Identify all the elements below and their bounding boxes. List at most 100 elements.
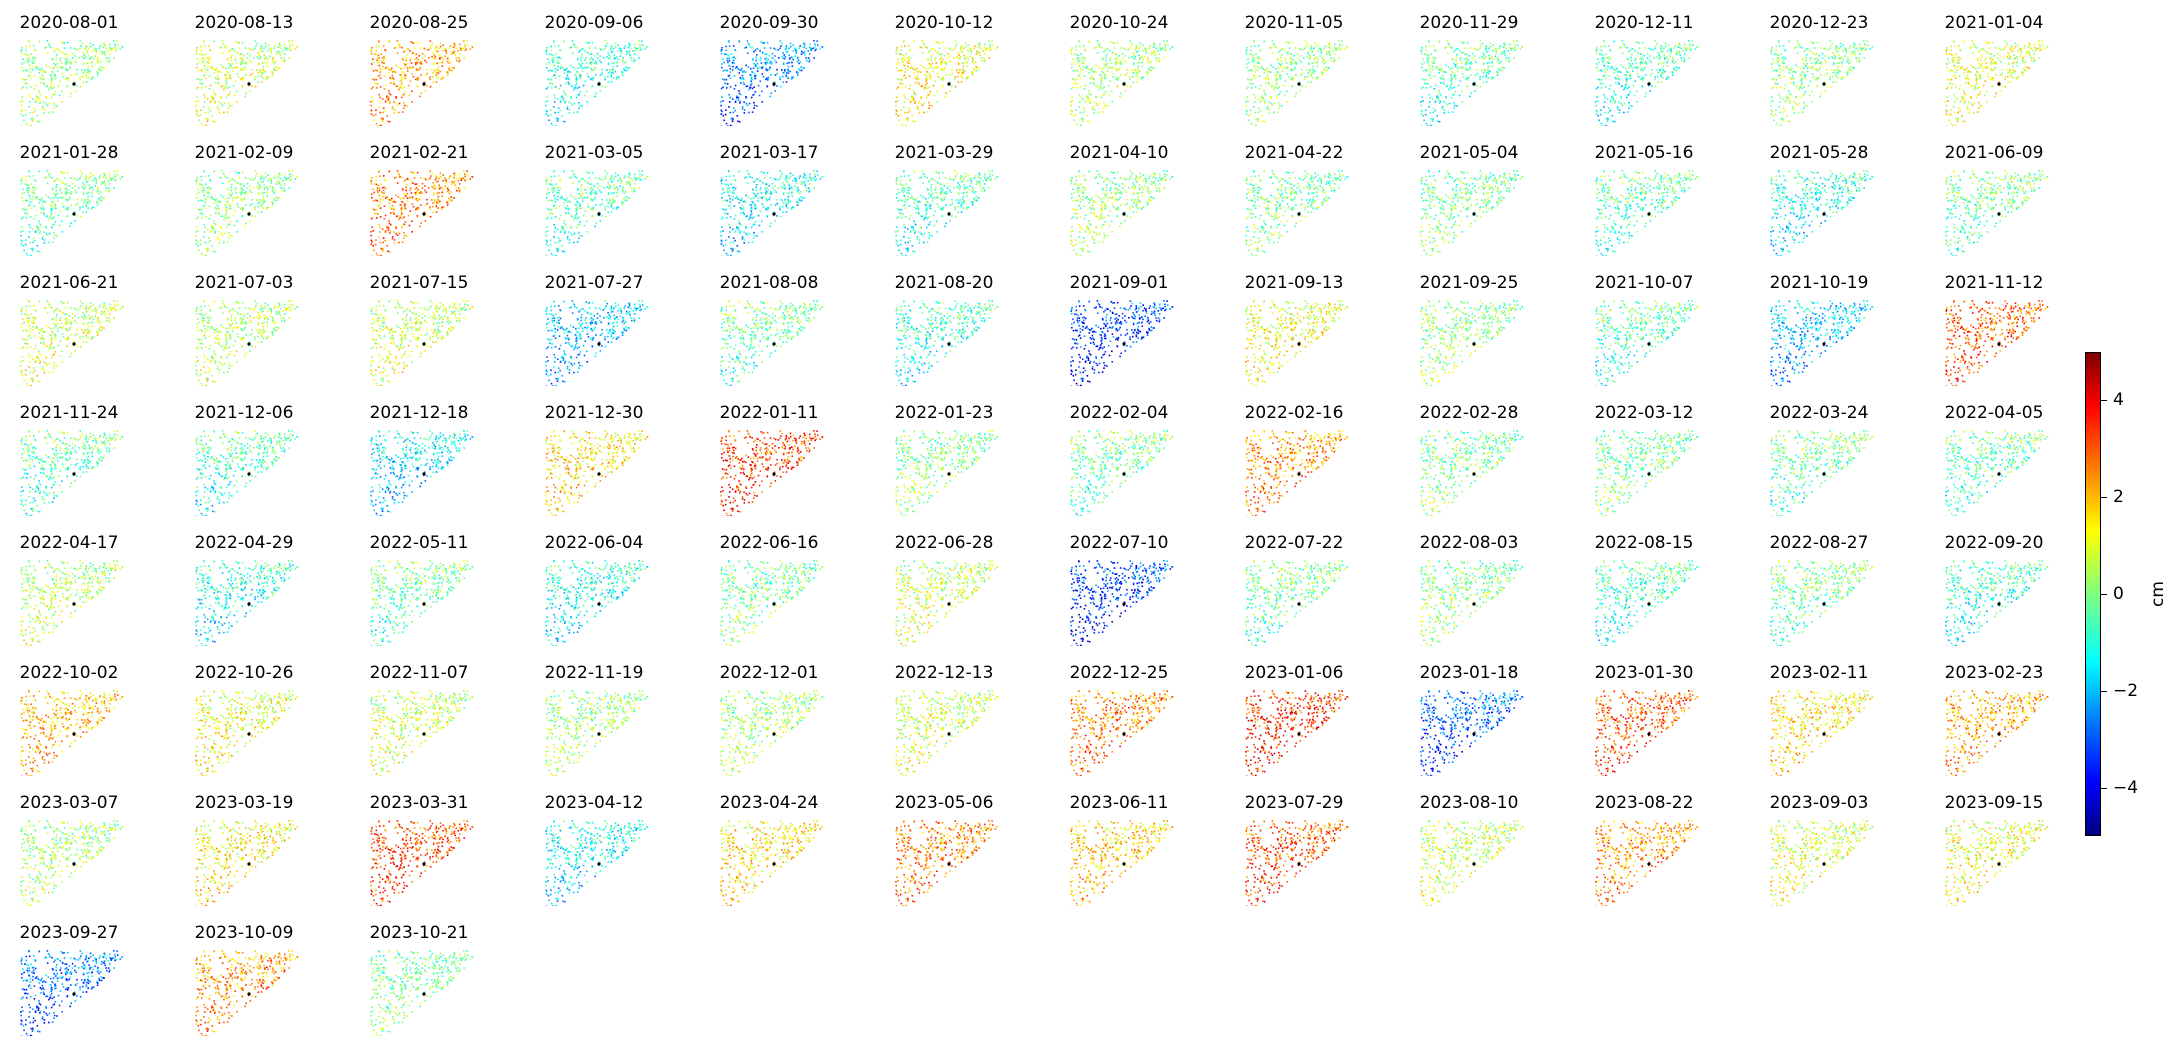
panel-title: 2022-09-20 xyxy=(1939,532,2049,554)
deformation-map xyxy=(1070,690,1174,776)
panel-2022-10-02: 2022-10-02 xyxy=(14,662,124,782)
colorbar-tick xyxy=(2101,594,2107,595)
deformation-map xyxy=(20,40,124,126)
panel-title: 2020-08-01 xyxy=(14,12,124,34)
panel-title: 2021-10-19 xyxy=(1764,272,1874,294)
deformation-map xyxy=(1245,40,1349,126)
deformation-map xyxy=(195,300,299,386)
deformation-map xyxy=(895,820,999,906)
panel-title: 2022-02-28 xyxy=(1414,402,1524,424)
panel-2021-02-21: 2021-02-21 xyxy=(364,142,474,262)
panel-2021-06-21: 2021-06-21 xyxy=(14,272,124,392)
deformation-map xyxy=(1420,560,1524,646)
deformation-map xyxy=(1245,820,1349,906)
panel-2022-05-11: 2022-05-11 xyxy=(364,532,474,652)
deformation-map xyxy=(370,560,474,646)
panel-title: 2023-10-21 xyxy=(364,922,474,944)
panel-title: 2022-06-28 xyxy=(889,532,999,554)
panel-2021-10-07: 2021-10-07 xyxy=(1589,272,1699,392)
panel-title: 2023-07-29 xyxy=(1239,792,1349,814)
deformation-map xyxy=(195,950,299,1036)
deformation-map xyxy=(1070,560,1174,646)
panel-2021-04-22: 2021-04-22 xyxy=(1239,142,1349,262)
panel-title: 2022-06-04 xyxy=(539,532,649,554)
panel-2022-01-11: 2022-01-11 xyxy=(714,402,824,522)
panel-2022-04-05: 2022-04-05 xyxy=(1939,402,2049,522)
deformation-map xyxy=(1245,170,1349,256)
panel-2023-04-12: 2023-04-12 xyxy=(539,792,649,912)
panel-2022-01-23: 2022-01-23 xyxy=(889,402,999,522)
panel-title: 2023-09-27 xyxy=(14,922,124,944)
panel-2023-01-06: 2023-01-06 xyxy=(1239,662,1349,782)
panel-2023-03-31: 2023-03-31 xyxy=(364,792,474,912)
panel-2023-03-07: 2023-03-07 xyxy=(14,792,124,912)
panel-2020-10-12: 2020-10-12 xyxy=(889,12,999,132)
panel-2021-02-09: 2021-02-09 xyxy=(189,142,299,262)
panel-2021-11-12: 2021-11-12 xyxy=(1939,272,2049,392)
panel-title: 2022-12-13 xyxy=(889,662,999,684)
deformation-map xyxy=(1945,430,2049,516)
deformation-map xyxy=(370,430,474,516)
deformation-map xyxy=(370,820,474,906)
panel-2022-11-19: 2022-11-19 xyxy=(539,662,649,782)
panel-2022-12-01: 2022-12-01 xyxy=(714,662,824,782)
deformation-map xyxy=(545,430,649,516)
panel-2023-02-11: 2023-02-11 xyxy=(1764,662,1874,782)
panel-2023-09-27: 2023-09-27 xyxy=(14,922,124,1042)
panel-title: 2022-03-12 xyxy=(1589,402,1699,424)
deformation-map xyxy=(20,300,124,386)
deformation-map xyxy=(895,170,999,256)
panel-title: 2020-12-23 xyxy=(1764,12,1874,34)
panel-2020-12-11: 2020-12-11 xyxy=(1589,12,1699,132)
panel-title: 2021-12-30 xyxy=(539,402,649,424)
panel-2023-09-15: 2023-09-15 xyxy=(1939,792,2049,912)
colorbar-tick xyxy=(2101,400,2107,402)
panel-2022-11-07: 2022-11-07 xyxy=(364,662,474,782)
panel-2022-03-24: 2022-03-24 xyxy=(1764,402,1874,522)
deformation-map xyxy=(720,820,824,906)
panel-2021-09-25: 2021-09-25 xyxy=(1414,272,1524,392)
panel-title: 2021-08-08 xyxy=(714,272,824,294)
panel-2020-09-06: 2020-09-06 xyxy=(539,12,649,132)
panel-title: 2023-02-11 xyxy=(1764,662,1874,684)
panel-title: 2022-01-11 xyxy=(714,402,824,424)
deformation-map xyxy=(895,40,999,126)
panel-title: 2022-08-15 xyxy=(1589,532,1699,554)
panel-title: 2021-05-16 xyxy=(1589,142,1699,164)
panel-2021-12-06: 2021-12-06 xyxy=(189,402,299,522)
panel-title: 2022-05-11 xyxy=(364,532,474,554)
panel-title: 2021-05-28 xyxy=(1764,142,1874,164)
deformation-map xyxy=(1070,40,1174,126)
panel-title: 2021-01-04 xyxy=(1939,12,2049,34)
panel-title: 2021-01-28 xyxy=(14,142,124,164)
panel-title: 2023-03-19 xyxy=(189,792,299,814)
panel-2022-04-29: 2022-04-29 xyxy=(189,532,299,652)
panel-2022-04-17: 2022-04-17 xyxy=(14,532,124,652)
deformation-map xyxy=(370,170,474,256)
deformation-map xyxy=(1595,560,1699,646)
panel-2021-03-29: 2021-03-29 xyxy=(889,142,999,262)
deformation-map xyxy=(1420,170,1524,256)
deformation-map xyxy=(545,170,649,256)
panel-2023-02-23: 2023-02-23 xyxy=(1939,662,2049,782)
deformation-map xyxy=(545,820,649,906)
panel-grid: 2020-08-01 2020-08-13 2020-08-25 2020-09-06… xyxy=(14,12,2049,1042)
panel-title: 2021-12-18 xyxy=(364,402,474,424)
panel-2023-05-06: 2023-05-06 xyxy=(889,792,999,912)
deformation-map xyxy=(370,950,474,1036)
panel-title: 2021-06-21 xyxy=(14,272,124,294)
panel-title: 2020-08-13 xyxy=(189,12,299,34)
panel-2023-10-09: 2023-10-09 xyxy=(189,922,299,1042)
panel-2020-08-13: 2020-08-13 xyxy=(189,12,299,132)
panel-2022-02-04: 2022-02-04 xyxy=(1064,402,1174,522)
panel-title: 2023-06-11 xyxy=(1064,792,1174,814)
colorbar-tick-label: −2 xyxy=(2113,681,2138,701)
panel-title: 2020-10-12 xyxy=(889,12,999,34)
panel-2023-08-22: 2023-08-22 xyxy=(1589,792,1699,912)
deformation-map xyxy=(1595,690,1699,776)
panel-title: 2020-09-06 xyxy=(539,12,649,34)
panel-title: 2022-11-07 xyxy=(364,662,474,684)
colorbar-tick-label: 4 xyxy=(2113,390,2124,410)
panel-2022-08-15: 2022-08-15 xyxy=(1589,532,1699,652)
panel-title: 2023-10-09 xyxy=(189,922,299,944)
